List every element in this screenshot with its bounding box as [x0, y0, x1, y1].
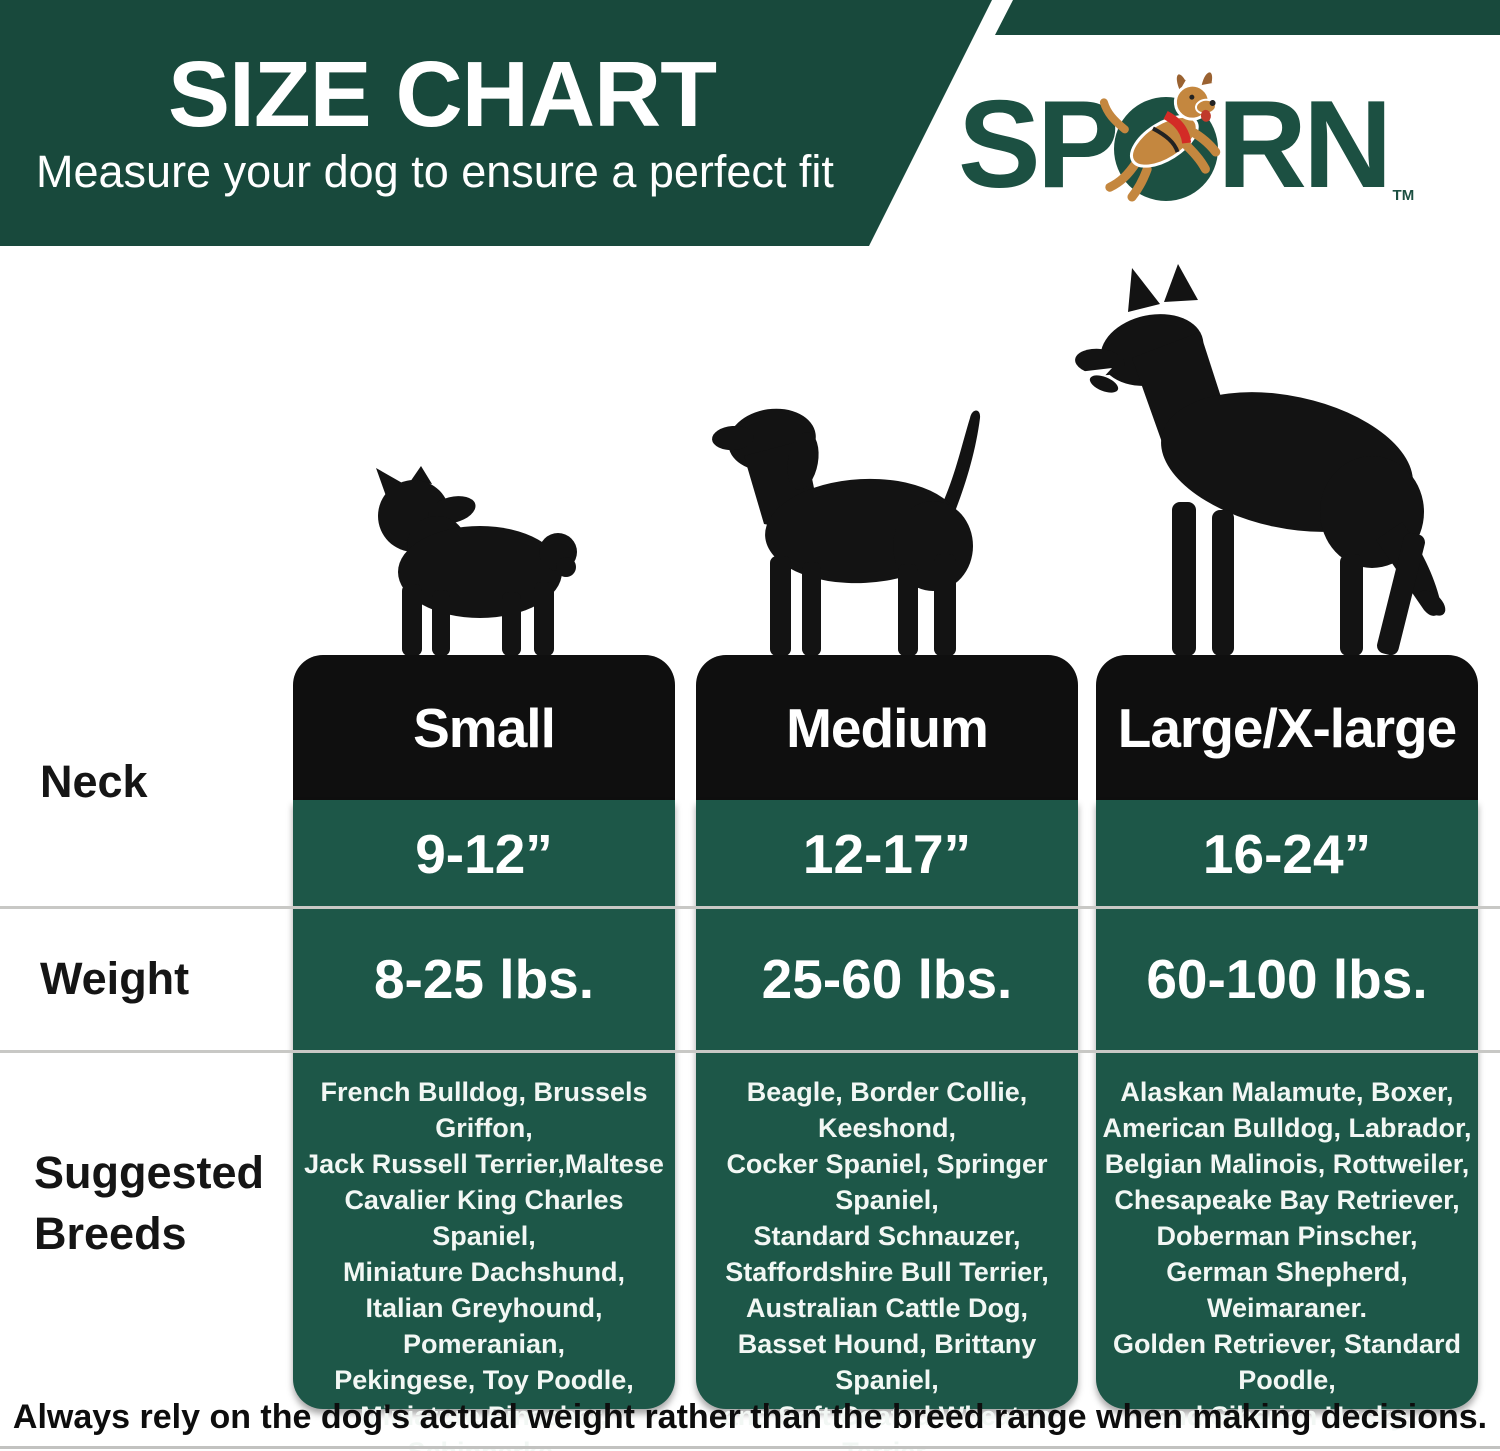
weight-value-small: 8-25 lbs. — [373, 948, 595, 1010]
breeds-list-medium: Beagle, Border Collie, Keeshond, Cocker S… — [722, 1077, 1052, 1451]
breeds-list-small: French Bulldog, Brussels Griffon, Jack Ru… — [304, 1077, 664, 1451]
size-column-small: Small 9-12” 8-25 lbs. French Bulldog, Br… — [293, 655, 675, 1451]
column-body-medium: 12-17” 25-60 lbs. Beagle, Border Collie,… — [696, 800, 1078, 1451]
size-column-large: Large/X-large 16-24” 60-100 lbs. Alaskan… — [1096, 655, 1478, 1431]
neck-value-large: 16-24” — [1202, 823, 1372, 885]
weight-value-medium: 25-60 lbs. — [761, 948, 1013, 1010]
logo-letters-right: RN — [1217, 76, 1392, 214]
separator-line-neck-weight — [0, 906, 1500, 909]
row-label-weight: Weight — [40, 953, 190, 1004]
row-label-neck: Neck — [40, 756, 148, 807]
breeds-list-large: Alaskan Malamute, Boxer, American Bulldog… — [1102, 1077, 1472, 1431]
small-dog-silhouette — [376, 466, 577, 656]
large-dog-silhouette — [1075, 264, 1446, 656]
bottom-edge-line — [0, 1446, 1500, 1449]
logo-o-disc — [1100, 70, 1221, 202]
column-body-small: 9-12” 8-25 lbs. French Bulldog, Brussels… — [293, 800, 675, 1451]
column-header-small: Small — [293, 655, 675, 800]
column-header-large: Large/X-large — [1096, 655, 1478, 800]
leaping-dog-logo-icon — [1100, 70, 1221, 202]
medium-dog-silhouette — [712, 408, 981, 656]
logo-letters-left: SP — [958, 76, 1119, 214]
row-label-suggested-breeds: Suggested Breeds — [34, 1147, 265, 1259]
column-header-medium: Medium — [696, 655, 1078, 800]
neck-value-medium: 12-17” — [802, 823, 972, 885]
neck-value-small: 9-12” — [415, 823, 553, 885]
column-body-large: 16-24” 60-100 lbs. Alaskan Malamute, Box… — [1096, 800, 1478, 1431]
sporn-logo: SP — [958, 70, 1415, 214]
footer-note: Always rely on the dog's actual weight r… — [12, 1398, 1488, 1436]
page-title: SIZE CHART — [168, 42, 717, 146]
page-subtitle: Measure your dog to ensure a perfect fit — [36, 146, 834, 197]
header-banner — [0, 0, 992, 246]
weight-value-large: 60-100 lbs. — [1146, 948, 1428, 1010]
separator-line-weight-breeds — [0, 1050, 1500, 1053]
size-column-medium: Medium 12-17” 25-60 lbs. Beagle, Border … — [696, 655, 1078, 1451]
logo-trademark: TM — [1392, 187, 1415, 204]
header-top-strip — [995, 0, 1500, 35]
